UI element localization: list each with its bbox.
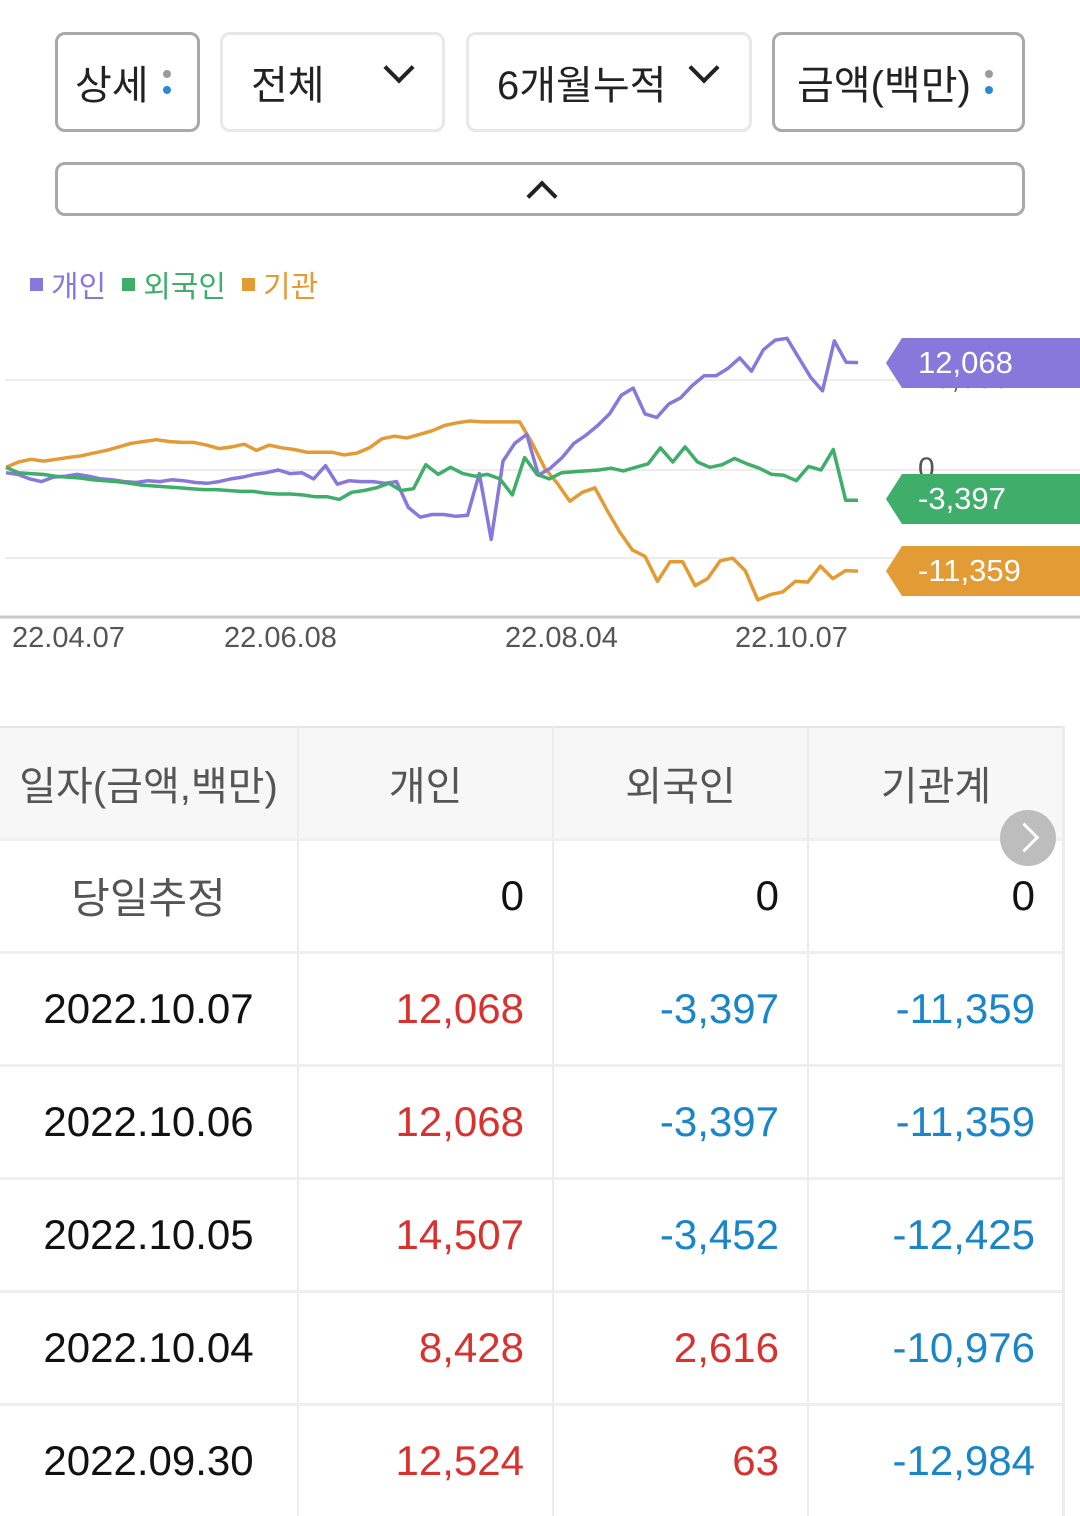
legend-swatch — [122, 277, 136, 291]
legend-swatch — [242, 277, 256, 291]
cell-institution: -12,425 — [808, 1178, 1065, 1293]
cell-foreign: -3,397 — [553, 1065, 809, 1180]
unit-label: 금액(백만) — [797, 64, 971, 108]
end-value-flag-institution: -11,359 — [886, 546, 1080, 596]
x-tick-label: 22.08.04 — [505, 622, 618, 654]
more-options-icon — [984, 70, 993, 94]
column-divider — [1062, 726, 1064, 1516]
series-line — [5, 419, 859, 602]
legend-label: 개인 — [51, 271, 107, 304]
header-date: 일자(금액,백만) — [0, 726, 299, 841]
end-value-flag-foreign: -3,397 — [886, 474, 1080, 524]
cell-date: 2022.10.05 — [0, 1178, 299, 1293]
chevron-down-icon — [383, 52, 415, 84]
table-row: 2022.09.30 12,524 63 -12,984 — [0, 1404, 1065, 1516]
cell-foreign: -3,397 — [553, 952, 809, 1067]
cell-date: 2022.10.07 — [0, 952, 299, 1067]
chart-legend: 개인 외국인 기관 — [30, 262, 334, 306]
cell-institution: -12,984 — [808, 1404, 1065, 1516]
cell-foreign: 2,616 — [553, 1291, 809, 1406]
investor-type-value: 전체 — [251, 64, 325, 108]
legend-label: 기관 — [263, 271, 319, 304]
flag-value: -3,397 — [918, 481, 1006, 516]
cell-date: 2022.10.06 — [0, 1065, 299, 1180]
flag-value: 12,068 — [918, 345, 1013, 380]
table-row: 2022.10.07 12,068 -3,397 -11,359 — [0, 952, 1065, 1067]
table-row: 2022.10.06 12,068 -3,397 -11,359 — [0, 1065, 1065, 1180]
x-tick-label: 22.06.08 — [224, 622, 337, 654]
cell-foreign: 0 — [553, 839, 809, 954]
end-value-flag-individual: 12,068 — [886, 338, 1080, 388]
cell-institution: -11,359 — [808, 1065, 1065, 1180]
table-header-row: 일자(금액,백만) 개인 외국인 기관계 — [0, 726, 1065, 841]
investor-type-select[interactable]: 전체 — [220, 32, 445, 132]
table-row: 2022.10.04 8,428 2,616 -10,976 — [0, 1291, 1065, 1406]
detail-label: 상세 — [75, 64, 149, 108]
series-line — [5, 445, 859, 503]
table-row: 2022.10.05 14,507 -3,452 -12,425 — [0, 1178, 1065, 1293]
legend-item-individual[interactable]: 개인 — [30, 262, 106, 306]
row-label: 당일추정 — [0, 839, 299, 954]
x-tick-label: 22.10.07 — [735, 622, 848, 654]
header-individual: 개인 — [298, 726, 554, 841]
line-chart-plot — [0, 336, 1080, 619]
cell-individual: 12,068 — [298, 1065, 554, 1180]
cell-institution: -10,976 — [808, 1291, 1065, 1406]
cell-foreign: -3,452 — [553, 1178, 809, 1293]
legend-swatch — [30, 277, 43, 291]
series-line — [5, 336, 859, 542]
cell-individual: 12,068 — [298, 952, 554, 1067]
filter-controls: 상세 전체 6개월누적 금액(백만) — [0, 0, 1080, 230]
scroll-right-button[interactable] — [1000, 810, 1056, 866]
cell-date: 2022.09.30 — [0, 1404, 299, 1516]
legend-item-institution[interactable]: 기관 — [242, 262, 318, 306]
period-select[interactable]: 6개월누적 — [466, 32, 752, 132]
period-value: 6개월누적 — [497, 64, 667, 108]
legend-item-foreign[interactable]: 외국인 — [122, 262, 226, 306]
header-institution: 기관계 — [808, 726, 1065, 841]
more-options-icon — [162, 70, 171, 94]
cell-foreign: 63 — [553, 1404, 809, 1516]
collapse-chart-button[interactable] — [55, 162, 1025, 216]
detail-menu-button[interactable]: 상세 — [55, 32, 200, 132]
cell-individual: 14,507 — [298, 1178, 554, 1293]
investor-trend-chart[interactable]: 10,000 0 12,068 -3,397 -11,359 — [0, 320, 1080, 620]
cell-individual: 0 — [298, 839, 554, 954]
cell-institution: -11,359 — [808, 952, 1065, 1067]
flag-value: -11,359 — [918, 553, 1021, 588]
legend-label: 외국인 — [143, 271, 227, 304]
unit-menu-button[interactable]: 금액(백만) — [772, 32, 1025, 132]
chevron-down-icon — [688, 52, 720, 84]
investor-trading-table[interactable]: 일자(금액,백만) 개인 외국인 기관계 당일추정 0 0 0 2022.10.… — [0, 726, 1080, 1516]
cell-individual: 12,524 — [298, 1404, 554, 1516]
chevron-up-icon — [526, 180, 558, 212]
cell-individual: 8,428 — [298, 1291, 554, 1406]
x-tick-label: 22.04.07 — [12, 622, 125, 654]
table-row-estimate: 당일추정 0 0 0 — [0, 839, 1065, 954]
header-foreign: 외국인 — [553, 726, 809, 841]
cell-date: 2022.10.04 — [0, 1291, 299, 1406]
x-axis: 22.04.07 22.06.08 22.08.04 22.10.07 — [0, 622, 1080, 662]
